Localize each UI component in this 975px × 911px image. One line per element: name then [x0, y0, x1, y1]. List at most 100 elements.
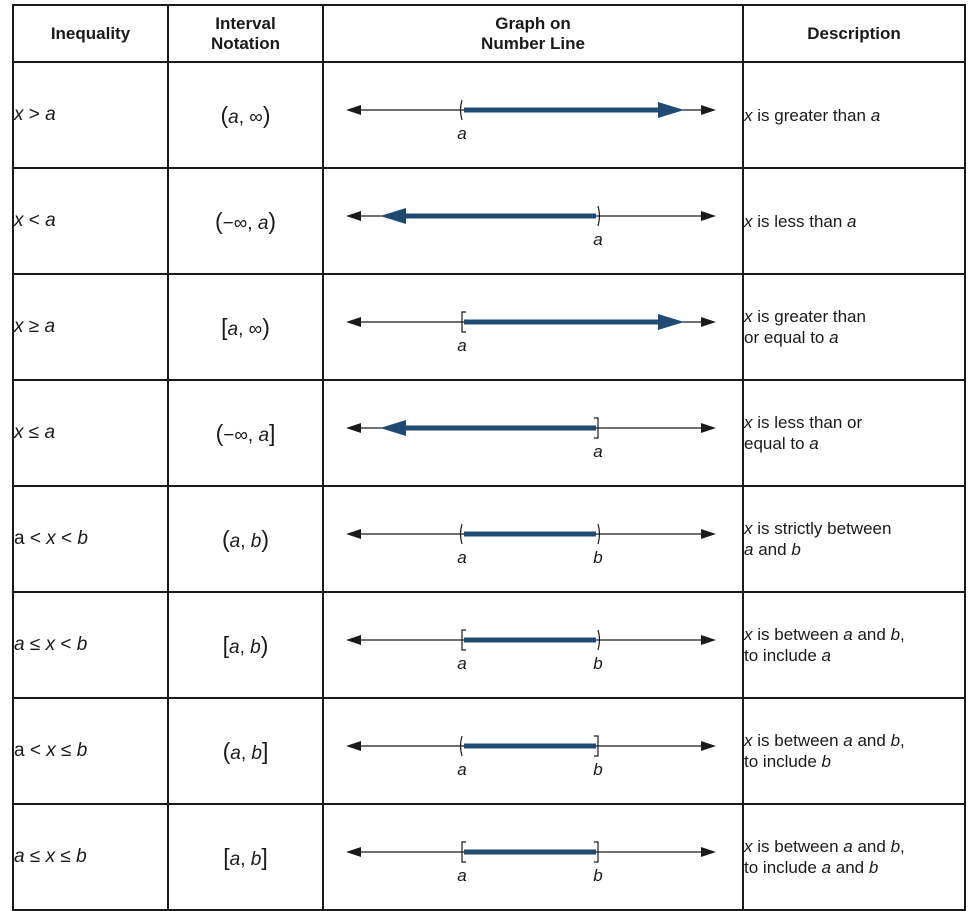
endpoint-label: a: [457, 654, 466, 673]
number-line-cell: a: [322, 379, 744, 487]
interval-close-bracket: ]: [269, 419, 276, 446]
left-endpoint-mark: [461, 311, 466, 333]
endpoint-label: a: [593, 442, 602, 461]
inequality-lhs: x: [14, 210, 24, 231]
interval-notation-cell: [a, ∞): [167, 273, 324, 381]
description-line: to include b: [744, 752, 831, 771]
description-cell: x is greater than a: [742, 61, 966, 169]
variable-symbol: x: [744, 625, 753, 644]
variable-symbol: a: [14, 634, 25, 655]
endpoint-label: b: [593, 654, 602, 673]
interval-open-bracket: [: [223, 843, 230, 870]
variable-symbol: a: [870, 105, 881, 125]
description-line: x is less than or: [744, 413, 863, 432]
interval-close-bracket: ): [260, 631, 269, 658]
variable-symbol: a: [829, 328, 839, 347]
variable-symbol: a: [809, 434, 819, 453]
inequality-lhs: x: [14, 104, 24, 125]
axis-arrow-left: [346, 741, 361, 751]
description-line: x is strictly between: [744, 519, 892, 538]
description-line: or equal to a: [744, 328, 839, 347]
variable-symbol: x: [744, 413, 753, 432]
variable-symbol: a: [843, 837, 853, 856]
variable-symbol: x: [744, 837, 753, 856]
endpoint-label: b: [593, 866, 602, 885]
table-row: x < a (−∞, a) a x is less than a: [12, 167, 966, 275]
interval-left: a: [229, 848, 241, 870]
inequality-text: a < x ≤ b: [14, 740, 88, 761]
description-line: x is between a and b,: [744, 625, 905, 644]
interval-comma: ,: [247, 212, 258, 234]
description-line: x is greater than a: [744, 105, 881, 125]
variable-symbol: a: [843, 625, 853, 644]
description-cell: x is less than a: [742, 167, 966, 275]
variable-symbol: a: [14, 528, 25, 549]
variable-symbol: b: [76, 634, 88, 655]
interval-right: ∞: [249, 106, 263, 128]
right-endpoint-mark: [597, 629, 601, 651]
description-line: to include a and b: [744, 858, 879, 877]
left-endpoint-mark: [459, 99, 463, 121]
endpoint-label: a: [457, 336, 466, 355]
variable-symbol: a: [14, 740, 25, 761]
interval-close-bracket: ): [262, 313, 270, 340]
interval-open-bracket: (: [222, 737, 231, 764]
interval-close-bracket: ): [268, 207, 277, 234]
interval-right: a: [257, 212, 269, 234]
interval-open-bracket: (: [214, 207, 223, 234]
inequality-cell: a < x ≤ b: [12, 697, 169, 805]
interval-comma: ,: [239, 636, 251, 658]
inequality-operator: >: [28, 104, 40, 125]
description-line: x is between a and b,: [744, 837, 905, 856]
axis-arrow-right: [701, 529, 716, 539]
axis-arrow-right: [701, 211, 716, 221]
inequality-text: a < x < b: [14, 528, 88, 549]
variable-symbol: x: [744, 105, 753, 125]
variable-symbol: b: [890, 731, 901, 750]
number-line-graph: a: [346, 417, 716, 461]
interval-open-bracket: (: [220, 101, 229, 128]
interval-notation-cell: (a, b): [167, 485, 324, 593]
variable-symbol: x: [744, 307, 753, 326]
endpoint-label: a: [457, 760, 466, 779]
interval-comma: ,: [238, 106, 250, 128]
endpoint-label: a: [593, 230, 602, 249]
inequality-rhs: a: [44, 422, 56, 443]
description-line: x is between a and b,: [744, 731, 905, 750]
variable-symbol: x: [744, 731, 753, 750]
interval-open-bracket: (: [221, 525, 230, 552]
interval-left: a: [227, 318, 239, 340]
table-row: a ≤ x < b [a, b) a b x is between a and b, to…: [12, 591, 966, 699]
left-endpoint-mark: [459, 523, 463, 545]
axis-arrow-right: [701, 317, 716, 327]
left-endpoint-mark: [461, 841, 466, 863]
inequality-lhs: x: [14, 422, 24, 443]
variable-symbol: b: [868, 858, 879, 877]
number-line-cell: a: [322, 167, 744, 275]
number-line-graph: a: [346, 205, 716, 249]
description-line: a and b: [744, 540, 801, 559]
table-row: x > a (a, ∞) a x is greater than a: [12, 61, 966, 169]
endpoint-label: b: [593, 548, 602, 567]
table-row: a < x ≤ b (a, b] a b x is between a and b, to…: [12, 697, 966, 805]
description-cell: x is between a and b, to include a: [742, 591, 966, 699]
description-cell: x is between a and b, to include b: [742, 697, 966, 805]
solution-arrowhead: [380, 208, 406, 224]
inequality-cell: a ≤ x < b: [12, 591, 169, 699]
number-line-cell: a: [322, 273, 744, 381]
endpoint-label: a: [457, 124, 466, 143]
inequality-cell: x > a: [12, 61, 169, 169]
inequality-operator: ≤: [28, 422, 40, 443]
variable-symbol: a: [847, 211, 857, 231]
interval-comma: ,: [247, 424, 259, 446]
right-endpoint-mark: [594, 735, 599, 757]
header-graph-line2: Number Line: [481, 33, 585, 53]
number-line-cell: a: [322, 61, 744, 169]
inequality-cell: x < a: [12, 167, 169, 275]
inequality-cell: x ≥ a: [12, 273, 169, 381]
